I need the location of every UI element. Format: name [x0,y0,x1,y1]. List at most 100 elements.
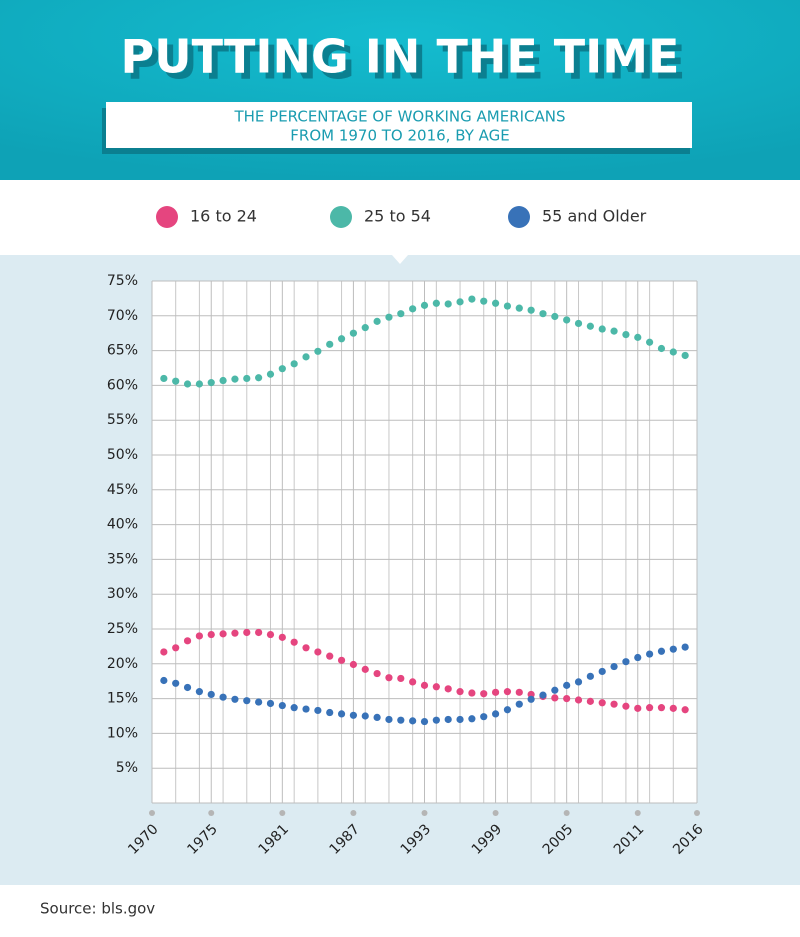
y-tick-label: 45% [107,482,138,498]
data-point [373,669,381,678]
data-point [326,708,334,717]
y-tick-label: 50% [107,447,138,463]
data-point [503,302,512,310]
data-point [397,310,405,318]
data-point [219,693,227,701]
data-point [503,688,512,696]
data-point [598,325,606,333]
data-point [574,678,583,686]
data-point [574,319,583,328]
data-point [681,351,689,360]
data-point [290,360,298,368]
data-point [266,630,275,639]
data-point [278,701,286,710]
data-point [349,660,358,669]
y-tick-label: 30% [107,586,138,602]
data-point [172,679,180,687]
data-point [314,648,322,656]
data-point [420,717,429,726]
data-point [160,676,168,685]
data-point [397,716,405,724]
data-point [598,667,606,676]
data-point [681,643,689,651]
data-point [195,688,203,696]
title-shadow: PUTTING IN THE TIME [127,36,686,90]
data-point [302,644,310,652]
chart-title: PUTTING IN THE TIME [121,30,680,84]
data-point [503,706,512,714]
data-point [361,324,369,332]
data-point [515,304,523,312]
subtitle: THE PERCENTAGE OF WORKING AMERICANS [233,108,565,126]
data-point [337,710,346,718]
data-point [468,689,476,697]
data-point [172,377,180,385]
data-point [314,706,322,715]
data-point [219,376,227,385]
y-tick-label: 25% [107,621,138,637]
data-point [243,628,251,637]
y-tick-label: 75% [107,273,138,289]
data-point [420,681,429,689]
data-point [444,685,452,693]
data-point [160,374,168,383]
data-point [255,374,263,382]
y-tick-label: 15% [107,691,138,707]
data-point [681,706,689,714]
data-point [610,327,618,335]
data-point [491,299,500,307]
data-point [432,683,440,691]
data-point [219,630,227,638]
data-point [243,697,251,705]
data-point [266,370,275,378]
data-point [432,299,440,307]
legend-marker [330,206,352,228]
data-point [183,380,192,388]
x-tick-mark [149,810,155,816]
data-point [574,696,583,704]
y-tick-label: 60% [107,377,138,393]
x-tick-mark [350,810,357,816]
legend-marker [508,206,530,228]
data-point [231,629,239,637]
x-tick-mark [421,810,428,816]
data-point [278,633,286,641]
data-point [255,628,263,637]
data-point [278,365,286,373]
y-tick-label: 40% [107,517,138,533]
data-point [539,691,547,699]
source: Source: bls.gov [40,900,155,918]
data-point [657,647,666,655]
data-point [586,697,594,705]
data-point [183,683,192,692]
data-point [646,338,654,346]
data-point [480,713,488,721]
x-tick-mark [279,810,286,816]
data-point [349,711,358,719]
data-point [243,374,251,383]
data-point [207,379,215,387]
data-point [491,710,500,718]
data-point [337,656,346,664]
data-point [385,313,393,321]
data-point [515,688,523,696]
data-point [669,348,677,356]
subtitle-box [106,102,692,148]
data-point [551,312,559,321]
data-point [551,686,559,694]
data-point [385,715,393,724]
data-point [468,715,476,723]
data-point [480,297,488,305]
y-tick-label: 35% [107,551,138,567]
data-point [337,335,346,343]
x-tick-mark [208,810,215,816]
data-point [231,375,239,383]
data-point [183,637,192,645]
data-point [290,704,298,712]
data-point [160,648,168,656]
data-point [397,674,405,683]
data-point [373,713,381,721]
data-point [610,700,618,708]
data-point [266,699,275,708]
data-point [634,653,642,662]
